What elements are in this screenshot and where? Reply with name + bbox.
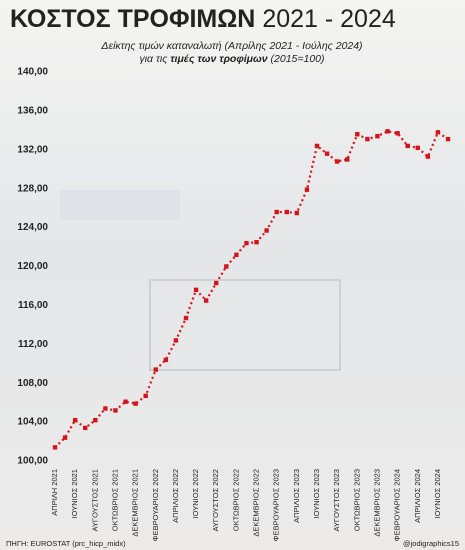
point bbox=[123, 399, 128, 404]
point bbox=[83, 425, 88, 431]
x-tick-label: ΙΟΥΝΙΟΣ 2024 bbox=[433, 469, 442, 518]
y-tick-label: 136,00 bbox=[17, 106, 48, 117]
point bbox=[445, 136, 451, 142]
point bbox=[183, 315, 189, 321]
point bbox=[52, 445, 58, 450]
x-tick-label: ΦΕΒΡΟΥΑΡΙΟΣ 2023 bbox=[272, 469, 281, 541]
credit: @jodigraphics15 bbox=[403, 539, 459, 548]
point bbox=[254, 239, 259, 245]
y-tick-label: 108,00 bbox=[17, 378, 48, 389]
point bbox=[103, 406, 108, 411]
plot: 100,00 104,00 108,00 112,00 116,00 120,00 124,… bbox=[17, 67, 451, 541]
point bbox=[365, 136, 370, 142]
point bbox=[304, 187, 310, 192]
point bbox=[113, 408, 118, 413]
point bbox=[314, 143, 320, 149]
point bbox=[153, 367, 158, 372]
point bbox=[224, 264, 229, 269]
x-tick-label: ΑΠΡΙΛΗ 2021 bbox=[50, 469, 59, 516]
y-tick-label: 128,00 bbox=[17, 183, 48, 194]
x-tick-label: ΟΚΤΩΒΡΙΟΣ 2022 bbox=[231, 469, 240, 531]
x-tick-label: ΑΠΡΙΛΙΟΣ 2024 bbox=[413, 469, 422, 523]
point bbox=[143, 393, 148, 399]
chart-title: ΚΟΣΤΟΣ ΤΡΟΦΙΜΩΝ 2021 - 2024 bbox=[10, 5, 396, 33]
point bbox=[193, 287, 199, 293]
line bbox=[54, 130, 449, 449]
subtitle-part: τιμές των τροφίμων bbox=[170, 53, 267, 65]
point bbox=[163, 357, 169, 363]
point bbox=[234, 252, 239, 258]
x-tick-label: ΑΠΡΙΛΙΟΣ 2022 bbox=[171, 469, 180, 523]
x-tick-label: ΦΕΒΡΟΥΑΡΙΟΣ 2024 bbox=[393, 469, 402, 541]
point bbox=[375, 133, 380, 139]
point bbox=[405, 143, 410, 149]
point bbox=[214, 280, 219, 286]
x-tick-label: ΙΟΥΝΙΟΣ 2023 bbox=[312, 469, 321, 518]
subtitle: Δείκτης τιμών καταναλωτή (Απρίλης 2021 -… bbox=[100, 40, 362, 52]
x-tick-label: ΙΟΥΝΙΟΣ 2021 bbox=[70, 469, 79, 518]
y-tick-label: 124,00 bbox=[17, 222, 48, 233]
point bbox=[294, 210, 300, 216]
y-tick-label: 104,00 bbox=[17, 417, 48, 428]
point bbox=[274, 209, 279, 215]
y-tick-label: 120,00 bbox=[17, 261, 48, 272]
point bbox=[93, 417, 98, 423]
point bbox=[415, 145, 420, 151]
background-shape bbox=[60, 190, 180, 220]
x-tick-label: ΔΕΚΕΜΒΡΙΟΣ 2022 bbox=[252, 469, 261, 537]
point bbox=[62, 435, 68, 440]
x-tick-label: ΙΟΥΝΙΟΣ 2022 bbox=[191, 469, 200, 518]
point bbox=[203, 298, 209, 303]
point bbox=[334, 159, 340, 164]
y-tick-label: 116,00 bbox=[18, 300, 48, 311]
title-main: ΚΟΣΤΟΣ ΤΡΟΦΙΜΩΝ bbox=[10, 5, 255, 33]
point bbox=[72, 417, 78, 423]
x-tick-label: ΑΥΓΟΥΣΤΟΣ 2021 bbox=[90, 469, 99, 532]
point bbox=[385, 129, 390, 134]
x-tick-label: ΦΕΒΡΟΥΑΡΙΟΣ 2022 bbox=[151, 469, 160, 541]
x-tick-label: ΑΥΓΟΥΣΤΟΣ 2023 bbox=[332, 469, 341, 532]
point bbox=[264, 228, 269, 233]
subtitle-part: για τις bbox=[139, 53, 168, 65]
point bbox=[425, 154, 431, 159]
x-tick-label: ΟΚΤΩΒΡΙΟΣ 2023 bbox=[352, 469, 361, 531]
y-tick-label: 140,00 bbox=[17, 67, 48, 78]
subtitle-part: (2015=100) bbox=[271, 53, 325, 65]
x-tick-label: ΔΕΚΕΜΒΡΙΟΣ 2021 bbox=[131, 469, 140, 537]
point bbox=[324, 151, 330, 156]
point bbox=[435, 130, 441, 135]
x-tick-label: ΟΚΤΩΒΡΙΟΣ 2021 bbox=[110, 469, 119, 531]
y-tick-label: 112,00 bbox=[18, 339, 48, 350]
x-tick-label: ΑΠΡΙΛΙΟΣ 2023 bbox=[292, 469, 301, 523]
y-tick-label: 100,00 bbox=[17, 456, 48, 467]
x-tick-label: ΑΥΓΟΥΣΤΟΣ 2022 bbox=[211, 469, 220, 532]
point bbox=[284, 209, 289, 215]
point bbox=[133, 401, 138, 406]
subtitle-2: για τις τιμές των τροφίμων (2015=100) bbox=[139, 53, 324, 65]
title-years: 2021 - 2024 bbox=[262, 5, 396, 33]
source: ΠΗΓΗ: EUROSTAT (prc_hicp_midx) bbox=[6, 539, 126, 548]
point bbox=[345, 157, 350, 162]
point bbox=[173, 338, 179, 343]
y-tick-label: 132,00 bbox=[17, 144, 48, 155]
point bbox=[395, 131, 400, 136]
x-tick-label: ΔΕΚΕΜΒΡΙΟΣ 2023 bbox=[372, 469, 381, 537]
point bbox=[355, 132, 360, 137]
point bbox=[244, 240, 249, 246]
cart-outline bbox=[149, 279, 341, 371]
